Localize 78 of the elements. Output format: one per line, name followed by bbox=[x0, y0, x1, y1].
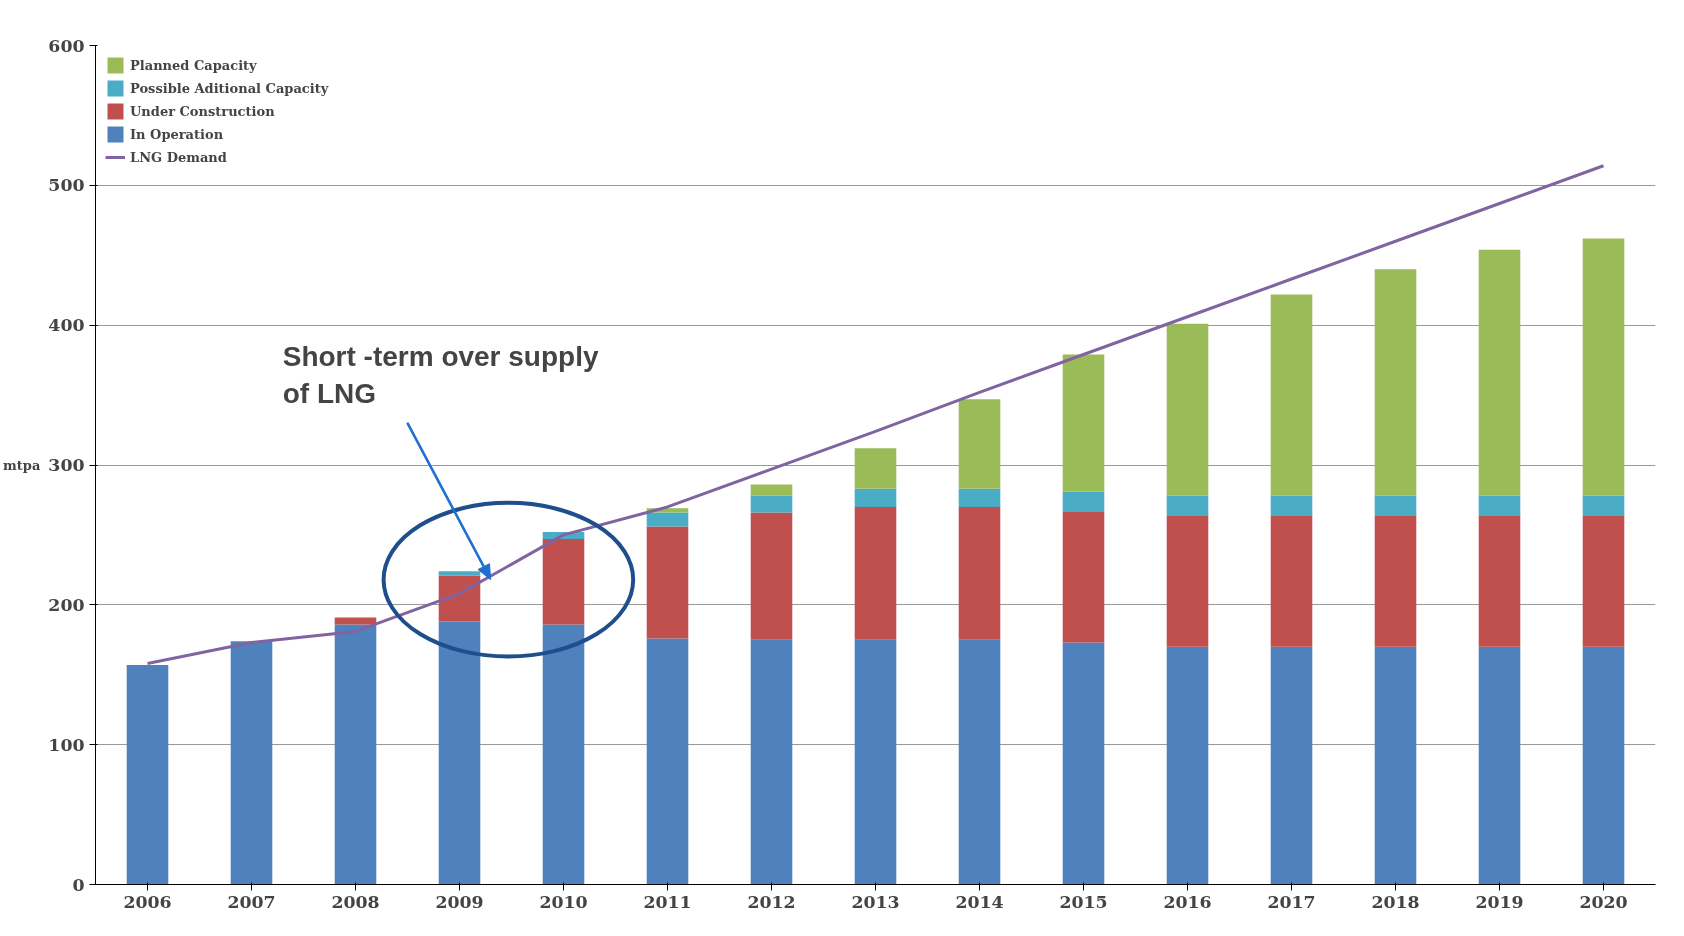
y-tick-label: 300 bbox=[48, 455, 85, 475]
y-tick-label: 200 bbox=[48, 594, 85, 615]
y-axis-title: mtpa bbox=[3, 457, 41, 473]
bar bbox=[1374, 515, 1417, 647]
x-tick-label: 2008 bbox=[331, 891, 380, 912]
y-tick-label: 400 bbox=[48, 315, 85, 336]
x-tick-label: 2006 bbox=[123, 891, 172, 912]
bar bbox=[1582, 646, 1625, 885]
x-tick-label: 2012 bbox=[747, 891, 796, 912]
bar bbox=[1270, 515, 1313, 647]
bar bbox=[1478, 646, 1521, 885]
x-tick-label: 2020 bbox=[1579, 891, 1628, 912]
x-tick-label: 2019 bbox=[1475, 891, 1524, 912]
x-tick-label: 2017 bbox=[1267, 891, 1316, 912]
bar bbox=[1478, 249, 1521, 496]
bar bbox=[1062, 511, 1105, 643]
x-tick-label: 2010 bbox=[539, 891, 588, 912]
legend-label: Planned Capacity bbox=[130, 57, 257, 73]
bar bbox=[438, 571, 481, 576]
bar bbox=[126, 664, 169, 885]
bar bbox=[854, 488, 897, 507]
bar bbox=[958, 488, 1001, 507]
bar bbox=[854, 639, 897, 885]
bar bbox=[1374, 495, 1417, 516]
bar bbox=[750, 495, 793, 513]
bar bbox=[1582, 515, 1625, 647]
legend-label: In Operation bbox=[130, 126, 224, 142]
bar bbox=[750, 639, 793, 885]
bar bbox=[438, 621, 481, 885]
bar bbox=[958, 506, 1001, 640]
bar bbox=[1582, 238, 1625, 496]
bar bbox=[1374, 269, 1417, 496]
bar bbox=[1270, 294, 1313, 496]
bar bbox=[750, 484, 793, 496]
bar bbox=[230, 641, 273, 885]
bar bbox=[1166, 495, 1209, 516]
bar bbox=[1062, 354, 1105, 492]
bar bbox=[1062, 642, 1105, 885]
annotation: Short -term over supply of LNG bbox=[282, 340, 599, 410]
x-tick-label: 2015 bbox=[1059, 891, 1108, 912]
y-tick-label: 0 bbox=[72, 874, 85, 895]
bar bbox=[854, 448, 897, 489]
y-tick-label: 600 bbox=[48, 35, 85, 56]
bar bbox=[334, 624, 377, 885]
x-tick-label: 2007 bbox=[227, 891, 276, 912]
bar bbox=[334, 617, 377, 625]
bar bbox=[958, 639, 1001, 885]
bar bbox=[958, 399, 1001, 489]
bar bbox=[1166, 323, 1209, 496]
bar bbox=[1478, 495, 1521, 516]
bar bbox=[646, 638, 689, 885]
x-tick-label: 2011 bbox=[643, 891, 692, 912]
y-tick-label: 100 bbox=[48, 734, 85, 755]
bar bbox=[1270, 646, 1313, 885]
bar bbox=[1374, 646, 1417, 885]
legend-label: Possible Aditional Capacity bbox=[130, 80, 329, 96]
bar bbox=[1478, 515, 1521, 647]
bar bbox=[542, 539, 585, 625]
legend-label: LNG Demand bbox=[130, 149, 227, 165]
bar bbox=[1166, 515, 1209, 647]
y-tick-label: 500 bbox=[48, 175, 85, 196]
line-series bbox=[146, 164, 1605, 666]
x-tick-label: 2018 bbox=[1371, 891, 1420, 912]
bar bbox=[1166, 646, 1209, 885]
legend-label: Under Construction bbox=[130, 103, 275, 119]
bar bbox=[750, 512, 793, 640]
bar bbox=[854, 506, 897, 640]
bar bbox=[1270, 495, 1313, 516]
bar bbox=[646, 526, 689, 639]
x-tick-label: 2013 bbox=[851, 891, 900, 912]
bar bbox=[542, 624, 585, 885]
bar bbox=[438, 575, 481, 622]
x-tick-label: 2016 bbox=[1163, 891, 1212, 912]
x-tick-label: 2014 bbox=[955, 891, 1004, 912]
bar bbox=[1582, 495, 1625, 516]
bar bbox=[1062, 491, 1105, 512]
x-tick-label: 2009 bbox=[435, 891, 484, 912]
bar bbox=[646, 512, 689, 527]
